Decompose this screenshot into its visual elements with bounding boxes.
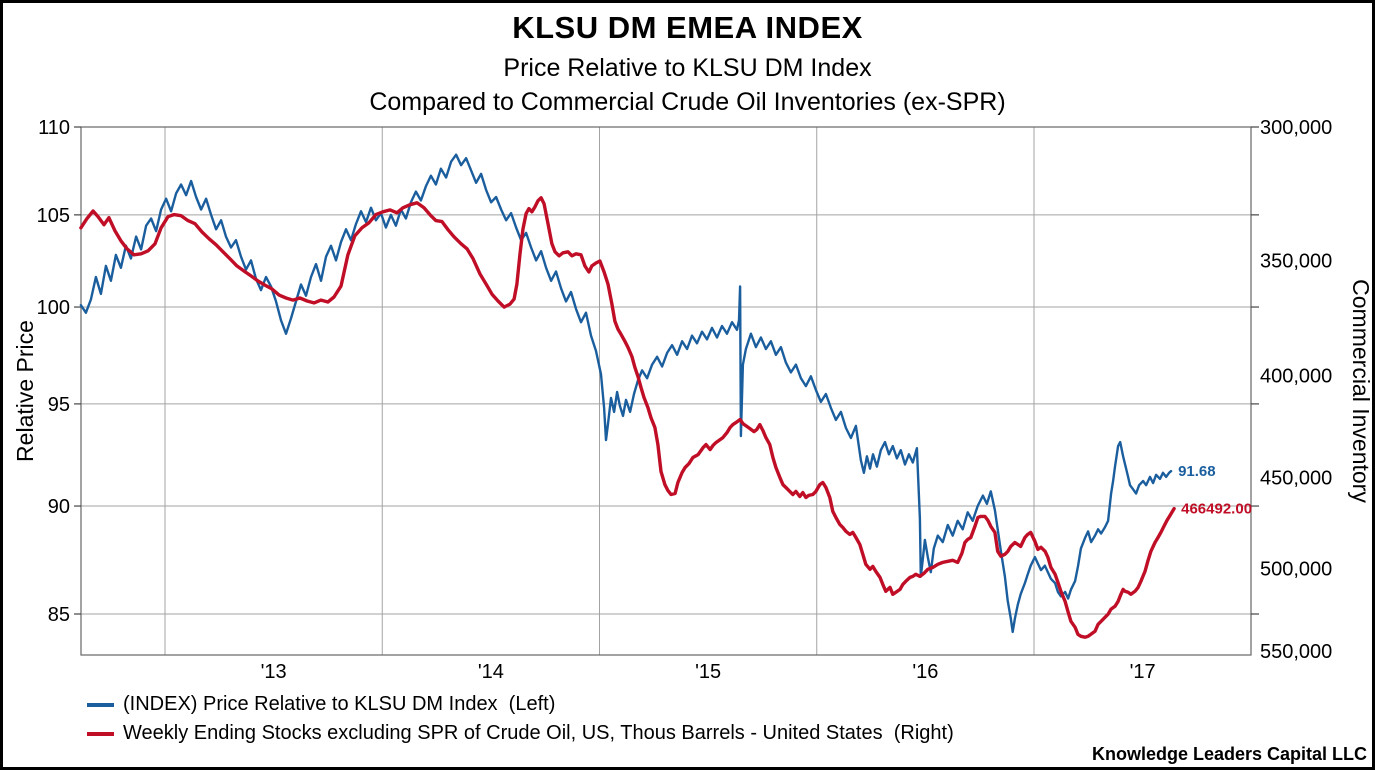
left-axis-tick-label: 100 [37,297,70,319]
legend-item-relative-price: (INDEX) Price Relative to KLSU DM Index … [87,690,954,719]
right-axis-tick-label: 500,000 [1260,559,1332,581]
right-axis-tick-label: 450,000 [1260,468,1332,490]
blue-line-swatch [87,702,114,707]
chart-subtitle-1: Price Relative to KLSU DM Index [503,54,872,82]
footer-attribution: Knowledge Leaders Capital LLC [1091,744,1367,764]
chart-plot-area: 91.68 466492.00 110 105 100 95 90 85 300,000 350,… [12,117,1374,683]
relative-price-end-label: 91.68 [1178,463,1216,480]
legend-label: (INDEX) Price Relative to KLSU DM Index … [123,693,556,715]
crude-stocks-line [79,196,1176,639]
x-axis-year-label: '13 [261,661,287,683]
x-axis-year-label: '17 [1130,661,1156,683]
x-axis-year-label: '15 [695,661,721,683]
legend-label: Weekly Ending Stocks excluding SPR of Cr… [123,722,954,744]
left-axis-tick-label: 110 [38,117,70,139]
page-title: KLSU DM EMEA INDEX [512,10,863,45]
plot-border [80,126,1252,656]
right-axis-tick-label: 350,000 [1260,250,1332,272]
right-axis-tick-label: 300,000 [1260,117,1332,139]
left-axis-title: Relative Price [12,320,38,462]
axis-ticks [74,126,1259,615]
right-axis-title: Commercial Inventory [1348,279,1374,503]
x-axis-year-label: '14 [478,661,504,683]
left-axis-tick-label: 85 [48,604,70,626]
left-axis-tick-label: 95 [48,394,70,416]
left-axis-tick-label: 105 [37,205,70,227]
legend-item-crude-stocks: Weekly Ending Stocks excluding SPR of Cr… [87,719,954,748]
x-axis-year-label: '16 [912,661,938,683]
chart-subtitle-2: Compared to Commercial Crude Oil Invento… [369,88,1006,116]
crude-stocks-end-label: 466492.00 [1181,501,1252,518]
right-axis-tick-label: 400,000 [1260,366,1332,388]
red-line-swatch [87,731,114,736]
legend: (INDEX) Price Relative to KLSU DM Index … [87,690,954,748]
right-axis-tick-label: 550,000 [1260,641,1332,663]
left-axis-tick-label: 90 [48,496,70,518]
relative-price-line [79,153,1173,634]
